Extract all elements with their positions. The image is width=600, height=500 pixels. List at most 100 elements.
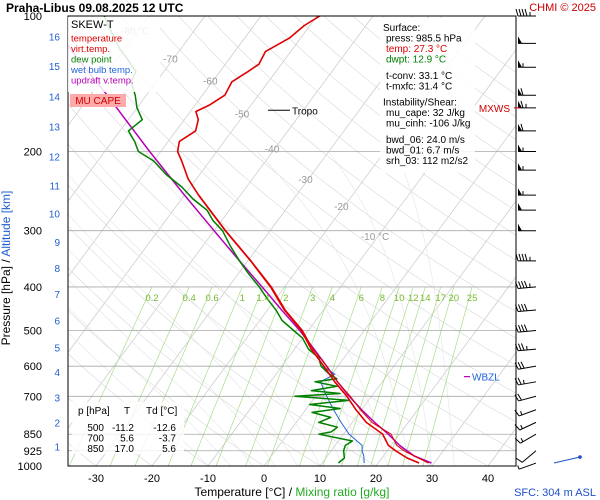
altitude-tick-label: 3 [54, 394, 60, 405]
dry-adiabat-line [91, 16, 516, 366]
surface-row: dwpt: 12.9 °C [386, 55, 446, 66]
wind-barb [515, 8, 536, 17]
isotherm-label: -10 °C [361, 232, 389, 243]
mixing-ratio-line [267, 286, 333, 466]
mixing-ratio-label: 8 [380, 293, 385, 304]
wind-barb [518, 60, 536, 68]
isotherm-line [544, 16, 600, 466]
instability-row: bwd_06: 24.0 m/s [386, 135, 465, 146]
info-panel-background [380, 18, 475, 173]
isobar-lines [68, 16, 516, 466]
isotherm-line [375, 276, 516, 466]
mxws-label: MXWS [479, 104, 510, 115]
surface-wind-vector [553, 456, 581, 464]
instability-row: srh_03: 112 m2/s2 [386, 156, 469, 167]
wind-barb [514, 343, 537, 352]
legend-entry: virt.temp. [71, 44, 110, 55]
tropopause-label: Tropo [292, 106, 318, 117]
wind-barb [518, 123, 536, 132]
wind-barb [518, 163, 536, 171]
mixing-ratio-label: 17 [435, 293, 446, 304]
altitude-tick-label: 9 [54, 238, 60, 249]
table-cell: 5.6 [162, 444, 176, 455]
legend-entry: wet bulb temp. [70, 65, 133, 76]
mixing-ratio-labels: 0.2 0.4 0.6 1 1.4 2 3 4 6 8 10 12 14 17 20 25 [145, 293, 477, 304]
pressure-axis-label: Pressure [hPa] [0, 266, 13, 345]
plot-frame [67, 15, 517, 467]
instability-row: mu_cinh: -106 J/kg [386, 119, 471, 130]
surface-row: t-conv: 33.1 °C [386, 71, 452, 82]
altitude-tick-label: 12 [49, 152, 61, 163]
isotherm-line [319, 200, 516, 466]
wind-barb [514, 324, 537, 333]
wind-barb [518, 144, 536, 152]
pressure-tick-labels: 100 200 300 400 500 600 700 850 925 1000 [18, 11, 42, 473]
chart-title: Praha-Libus 09.08.2025 12 UTC [6, 1, 184, 15]
altitude-tick-label: 1 [54, 442, 60, 453]
table-cell: 5.6 [120, 434, 134, 445]
sounding-series [68, 16, 432, 464]
instability-row: bwd_01: 6.7 m/s [386, 146, 459, 157]
altitude-tick-label: 8 [54, 264, 60, 275]
altitude-tick-label: 13 [49, 122, 61, 133]
isotherm-line [207, 49, 516, 466]
altitude-tick-label: 16 [49, 32, 61, 43]
table-header: p [hPa] [78, 406, 110, 417]
temperature-tick-label: -20 [144, 473, 160, 485]
wind-barb [518, 88, 536, 96]
temperature-axis-label: Temperature [°C] [195, 485, 286, 499]
dry-adiabat-line [178, 16, 516, 286]
wind-barb [514, 433, 537, 444]
surface-wind [553, 455, 582, 464]
temperature-tick-label: 20 [370, 473, 382, 485]
temperature-tick-label: 40 [482, 473, 494, 485]
dry-adiabat-line [236, 16, 516, 236]
wind-barb [518, 100, 536, 109]
mixing-ratio-line [341, 286, 400, 466]
mixing-ratio-label: 20 [449, 293, 460, 304]
wind-barbs [514, 8, 537, 470]
table-cell: 700 [87, 434, 104, 445]
mixing-ratio-line [402, 286, 455, 466]
temperature-tick-label: -10 [200, 473, 216, 485]
surface-row: press: 985.5 hPa [386, 34, 462, 45]
mixing-ratio-label: 1 [240, 293, 245, 304]
wind-barb [514, 303, 537, 313]
mixing-ratio-axis-label: Mixing ratio [g/kg] [295, 485, 389, 499]
wind-barb [518, 188, 536, 196]
table-cell: 500 [87, 423, 104, 434]
temperature-tick-label: 30 [426, 473, 438, 485]
pressure-tick-label: 925 [24, 446, 42, 458]
wbzl-marker: WBZL [464, 373, 500, 384]
isotherm-line [68, 16, 262, 278]
temperature-tick-label: 0 [261, 473, 267, 485]
table-header: T [124, 406, 130, 417]
temperature-tick-label: -30 [88, 473, 104, 485]
pressure-tick-label: 850 [24, 429, 42, 441]
pressure-tick-label: 400 [24, 282, 42, 294]
dry-adiabat-line [68, 22, 516, 394]
wind-barb [514, 393, 537, 402]
pressure-tick-label: 1000 [18, 461, 42, 473]
temperature-tick-label: 10 [314, 473, 326, 485]
series-virt-temp-line [198, 194, 429, 464]
tropopause-marker: Tropo [268, 106, 318, 117]
pressure-tick-label: 300 [24, 226, 42, 238]
mixing-ratio-line [322, 286, 383, 466]
wind-barb [518, 36, 536, 44]
mu-cape-badge: MU CAPE [75, 96, 121, 107]
axis-label-separator: / [0, 257, 13, 263]
mixing-ratio-label: 1.4 [256, 293, 269, 304]
series-temperature-line [176, 16, 420, 464]
pressure-tick-label: 200 [24, 146, 42, 158]
table-background [72, 402, 184, 454]
mixing-ratio-line [215, 286, 287, 466]
mixing-ratio-line [370, 286, 426, 466]
mixing-ratio-label: 25 [467, 293, 478, 304]
table-cell: -3.7 [159, 434, 177, 445]
surface-elevation-label: SFC: 304 m ASL [514, 487, 596, 499]
mixing-ratio-label: 14 [420, 293, 431, 304]
pressure-tick-label: 500 [24, 326, 42, 338]
wind-barb [515, 450, 537, 463]
